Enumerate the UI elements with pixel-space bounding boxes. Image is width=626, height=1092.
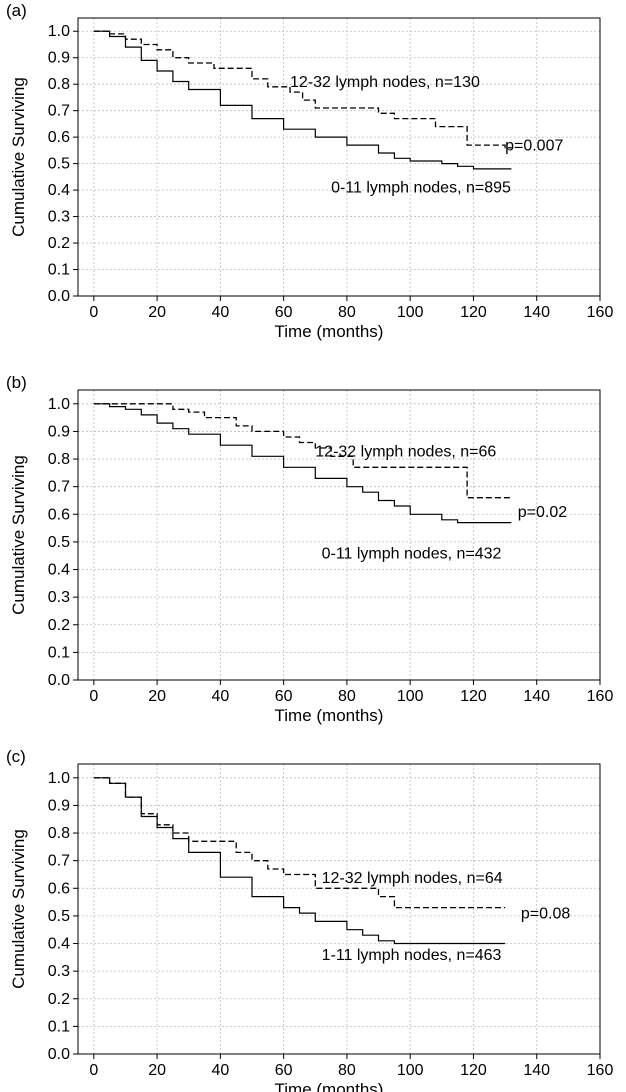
y-tick-label: 0.2	[48, 991, 70, 1008]
y-tick-label: 0.5	[48, 534, 70, 551]
x-tick-label: 20	[148, 688, 166, 705]
x-axis-label: Time (months)	[275, 1080, 384, 1092]
panel-label: (a)	[6, 1, 27, 20]
x-tick-label: 120	[460, 688, 487, 705]
y-axis-label: Cumulative Surviving	[9, 455, 28, 615]
y-tick-label: 0.3	[48, 963, 70, 980]
y-tick-label: 0.0	[48, 1046, 70, 1063]
series-line-low	[93, 777, 506, 945]
x-tick-label: 160	[587, 688, 614, 705]
annotation: 12-32 lymph nodes, n=66	[315, 443, 496, 460]
x-axis-label: Time (months)	[275, 706, 384, 725]
y-tick-label: 0.4	[48, 936, 70, 953]
y-tick-label: 0.1	[48, 1018, 70, 1035]
chart-panel-1: 0 20 40 60 80 100 120 140 160 0.0 0.1 0.2 0.3 0.4 0.5 0…	[6, 1, 613, 341]
chart-panel-2: 0 20 40 60 80 100 120 140 160 0.0 0.1 0.2 0.3 0.4 0.5 0…	[6, 373, 613, 725]
y-axis-label: Cumulative Surviving	[9, 829, 28, 989]
panel-label: (c)	[6, 747, 26, 766]
annotation: 12-32 lymph nodes, n=64	[322, 870, 503, 887]
series-line-12-32	[93, 403, 512, 499]
y-tick-label: 0.3	[48, 209, 70, 226]
y-tick-label: 1.0	[48, 23, 70, 40]
grid	[78, 390, 601, 681]
y-tick-label: 0.8	[48, 451, 70, 468]
y-tick-label: 0.5	[48, 908, 70, 925]
x-tick-label: 60	[275, 1062, 293, 1079]
x-tick-label: 0	[89, 1062, 98, 1079]
plot-frame	[77, 763, 601, 1055]
x-tick-label: 160	[587, 304, 614, 321]
x-tick-label: 20	[148, 304, 166, 321]
x-tick-label: 80	[338, 304, 356, 321]
y-tick-label: 0.1	[48, 644, 70, 661]
x-tick-label: 80	[338, 688, 356, 705]
panel-label: (b)	[6, 373, 27, 392]
y-tick-label: 0.2	[48, 617, 70, 634]
y-tick-label: 0.9	[48, 423, 70, 440]
y-tick-label: 0.8	[48, 825, 70, 842]
x-tick-label: 140	[523, 304, 550, 321]
x-tick-label: 40	[211, 1062, 229, 1079]
x-tick-label: 140	[523, 1062, 550, 1079]
series-line-low	[93, 30, 512, 170]
y-tick-label: 0.1	[48, 262, 70, 279]
x-tick-label: 80	[338, 1062, 356, 1079]
annotation: p=0.08	[521, 906, 570, 923]
plot-frame	[77, 389, 601, 681]
x-tick-label: 0	[89, 304, 98, 321]
annotation: 1-11 lymph nodes, n=463	[322, 947, 502, 964]
y-tick-label: 0.9	[48, 50, 70, 67]
y-tick-label: 0.0	[48, 288, 70, 305]
x-tick-label: 60	[275, 688, 293, 705]
annotation: 12-32 lymph nodes, n=130	[290, 74, 480, 91]
y-tick-label: 0.6	[48, 506, 70, 523]
x-tick-label: 40	[211, 688, 229, 705]
y-tick-label: 0.6	[48, 880, 70, 897]
y-tick-label: 1.0	[48, 770, 70, 787]
x-tick-label: 20	[148, 1062, 166, 1079]
x-tick-label: 140	[523, 688, 550, 705]
x-tick-label: 160	[587, 1062, 614, 1079]
y-tick-label: 0.3	[48, 589, 70, 606]
grid	[78, 18, 601, 297]
annotation: 0-11 lymph nodes, n=895	[331, 180, 511, 197]
x-tick-label: 120	[460, 304, 487, 321]
y-tick-label: 1.0	[48, 396, 70, 413]
annotation: 0-11 lymph nodes, n=432	[322, 545, 502, 562]
plot-frame	[77, 17, 601, 297]
series-line-low	[93, 403, 512, 524]
x-tick-label: 100	[397, 688, 424, 705]
y-tick-label: 0.5	[48, 156, 70, 173]
x-tick-label: 100	[397, 1062, 424, 1079]
y-tick-label: 0.9	[48, 797, 70, 814]
y-tick-label: 0.4	[48, 562, 70, 579]
x-tick-label: 100	[397, 304, 424, 321]
x-tick-label: 40	[211, 304, 229, 321]
y-tick-label: 0.8	[48, 76, 70, 93]
x-tick-label: 120	[460, 1062, 487, 1079]
y-tick-label: 0.7	[48, 103, 70, 120]
series-line-12-32	[93, 30, 512, 149]
x-tick-label: 60	[275, 304, 293, 321]
y-tick-label: 0.6	[48, 129, 70, 146]
y-tick-label: 0.0	[48, 672, 70, 689]
y-axis-label: Cumulative Surviving	[9, 77, 28, 237]
y-tick-label: 0.4	[48, 182, 70, 199]
x-tick-label: 0	[89, 688, 98, 705]
y-tick-label: 0.7	[48, 853, 70, 870]
x-axis-label: Time (months)	[275, 322, 384, 341]
y-tick-label: 0.7	[48, 479, 70, 496]
chart-panel-3: 0 20 40 60 80 100 120 140 160 0.0 0.1 0.2 0.3 0.4 0.5 0…	[6, 747, 613, 1092]
annotation: p=0.02	[518, 504, 567, 521]
y-tick-label: 0.2	[48, 235, 70, 252]
annotation: p=0.007	[505, 137, 563, 154]
